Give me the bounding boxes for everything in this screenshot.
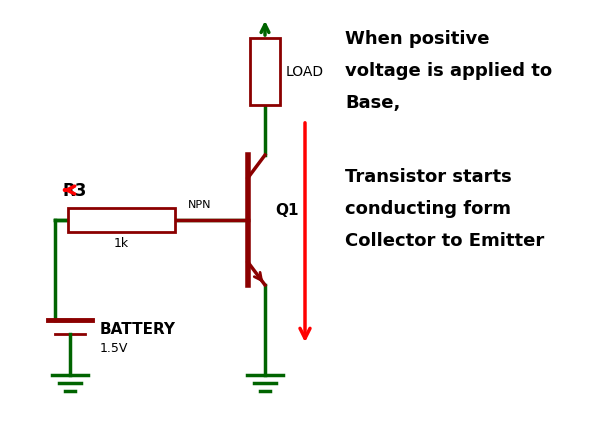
Text: Base,: Base,	[345, 94, 400, 112]
Text: Transistor starts: Transistor starts	[345, 168, 512, 186]
Text: When positive: When positive	[345, 30, 490, 48]
Text: voltage is applied to: voltage is applied to	[345, 62, 552, 80]
Text: BATTERY: BATTERY	[100, 322, 176, 337]
Text: conducting form: conducting form	[345, 200, 511, 218]
Text: LOAD: LOAD	[286, 65, 324, 78]
Text: NPN: NPN	[188, 200, 212, 210]
Text: Q1: Q1	[275, 203, 299, 218]
Bar	[250, 38, 280, 105]
Text: 1.5V: 1.5V	[100, 342, 128, 355]
Text: R3: R3	[63, 182, 88, 200]
Bar	[68, 208, 175, 232]
Text: 1k: 1k	[114, 237, 129, 250]
Text: Collector to Emitter: Collector to Emitter	[345, 232, 544, 250]
